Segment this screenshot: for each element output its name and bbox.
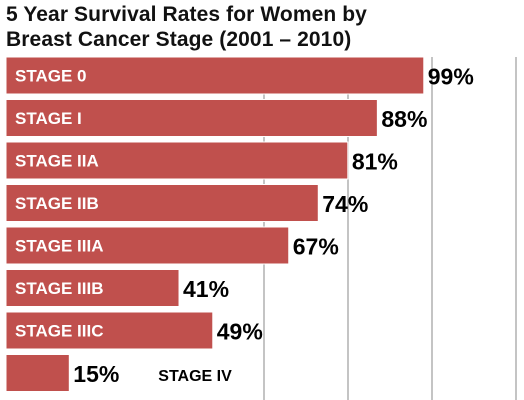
value-label: 99% — [428, 64, 474, 90]
value-label: 49% — [217, 319, 263, 345]
category-label: STAGE IIIC — [15, 322, 103, 341]
category-label: STAGE IIIA — [15, 237, 103, 256]
value-label: 15% — [73, 361, 119, 387]
category-label: STAGE IV — [158, 368, 232, 385]
category-label: STAGE 0 — [15, 67, 86, 86]
bar — [5, 141, 349, 180]
bar — [5, 56, 425, 95]
bar — [5, 226, 290, 265]
category-label: STAGE IIB — [15, 194, 99, 213]
chart-title-line-1: 5 Year Survival Rates for Women by — [6, 3, 367, 26]
chart-title-line-2: Breast Cancer Stage (2001 – 2010) — [6, 28, 352, 51]
value-label: 41% — [183, 276, 229, 302]
bar — [5, 99, 378, 137]
category-label: STAGE IIIB — [15, 279, 103, 298]
category-label: STAGE I — [15, 109, 82, 128]
bars: 99% STAGE 0 88% STAGE I 81% STAGE IIA 74% STAGE… — [5, 56, 474, 392]
bar — [5, 184, 319, 222]
bar — [5, 311, 214, 350]
value-label: 88% — [381, 106, 427, 132]
value-label: 81% — [352, 149, 398, 175]
bar — [5, 354, 70, 392]
value-label: 74% — [322, 191, 368, 217]
bar — [5, 269, 180, 307]
category-label: STAGE IIA — [15, 152, 99, 171]
value-label: 67% — [293, 234, 339, 260]
